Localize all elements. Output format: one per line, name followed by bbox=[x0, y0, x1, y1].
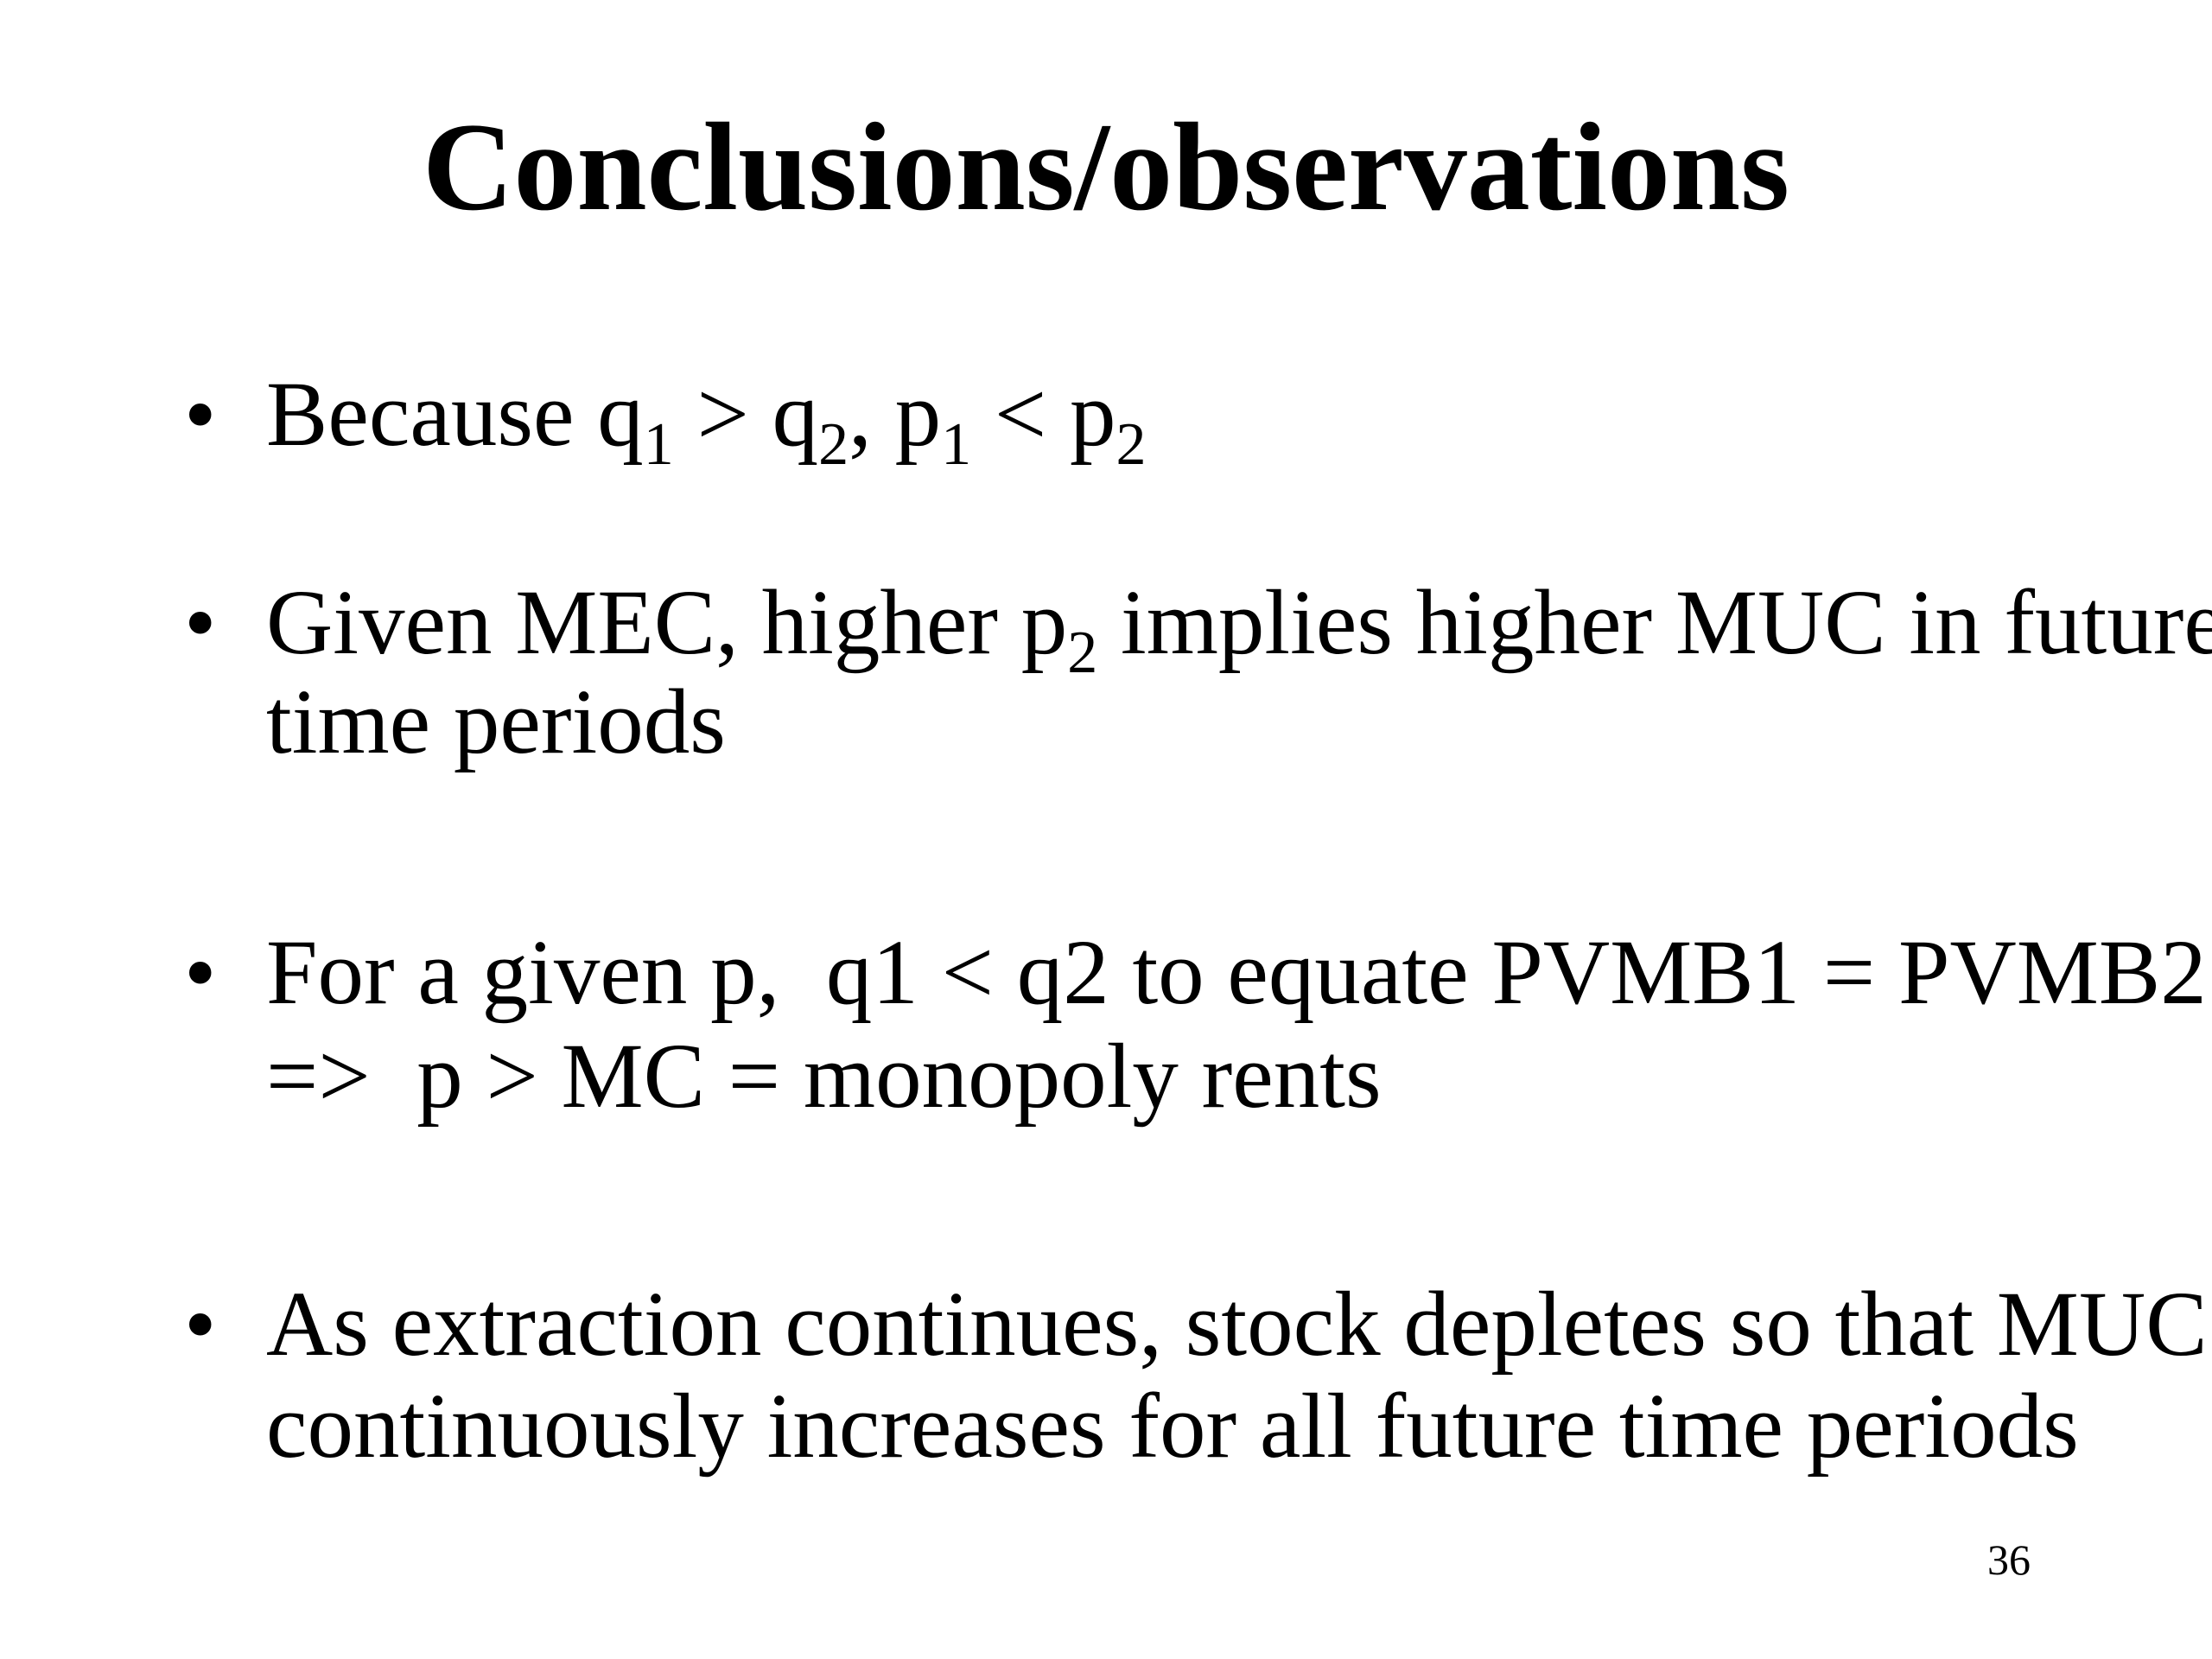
bullet-line: Because q1 > q2, p1 < p2 bbox=[184, 369, 1147, 478]
text-run: continuously increases for all future ti… bbox=[266, 1376, 2079, 1478]
bullet-line: For a given p, q1 < q2 to equate PVMB1 =… bbox=[184, 927, 2207, 1020]
subscript: 1 bbox=[643, 411, 674, 478]
page-number: 36 bbox=[1987, 1535, 2031, 1584]
text-run: implies higher MUC in future bbox=[1097, 572, 2212, 674]
bullet-line: Given MEC, higher p2 implies higher MUC … bbox=[184, 577, 2212, 686]
subscript: 1 bbox=[941, 411, 972, 478]
text-run: > q bbox=[673, 364, 819, 466]
text-run: As extraction continues, stock depletes … bbox=[266, 1274, 2208, 1376]
bullet-line: continuously increases for all future ti… bbox=[266, 1381, 2079, 1473]
text-run: < p bbox=[971, 364, 1116, 466]
subscript: 2 bbox=[1116, 411, 1147, 478]
text-run: => p > MC = monopoly rents bbox=[266, 1026, 1382, 1128]
bullet-line: As extraction continues, stock depletes … bbox=[184, 1279, 2208, 1372]
slide-title: Conclusions/observations bbox=[423, 97, 1789, 237]
text-run: For a given p, q1 < q2 to equate PVMB1 =… bbox=[266, 922, 2207, 1024]
text-run: Because q bbox=[266, 364, 644, 466]
text-run: Given MEC, higher p bbox=[266, 572, 1068, 674]
subscript: 2 bbox=[818, 411, 849, 478]
bullet-line: => p > MC = monopoly rents bbox=[266, 1031, 1382, 1123]
bullet-line: time periods bbox=[266, 677, 726, 769]
subscript: 2 bbox=[1067, 620, 1098, 686]
text-run: time periods bbox=[266, 671, 726, 773]
text-run: , p bbox=[849, 364, 942, 466]
